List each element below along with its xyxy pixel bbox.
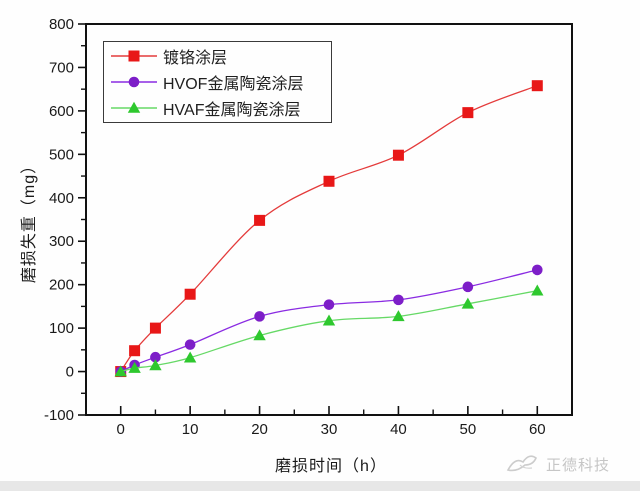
series-2-marker xyxy=(253,329,266,341)
series-2-marker xyxy=(461,297,475,309)
x-tick-label: 60 xyxy=(529,421,546,438)
y-tick-label: 300 xyxy=(49,233,74,250)
plot-frame xyxy=(85,23,573,416)
x-tick-label: 40 xyxy=(390,421,407,438)
y-axis-title: 磨损失重（mg） xyxy=(21,156,38,284)
x-tick-label: 30 xyxy=(321,421,338,438)
legend-item: HVOF金属陶瓷涂层 xyxy=(111,69,331,95)
y-tick-label: 600 xyxy=(49,103,74,120)
x-tick-label: 10 xyxy=(182,421,199,438)
y-tick-label: 0 xyxy=(66,364,74,381)
series-0-marker xyxy=(462,107,474,119)
series-line-2 xyxy=(120,290,538,373)
series-1-marker xyxy=(184,339,196,350)
series-1-marker xyxy=(323,299,335,310)
y-tick-label: 100 xyxy=(49,320,74,337)
series-2-marker xyxy=(114,365,127,377)
legend-item: HVAF金属陶瓷涂层 xyxy=(111,95,331,121)
series-2-marker xyxy=(149,359,162,371)
legend-item: 镀铬涂层 xyxy=(111,43,331,69)
series-0-marker xyxy=(531,80,543,92)
bird-logo-icon xyxy=(506,455,537,472)
series-0-marker xyxy=(129,345,141,357)
legend: 镀铬涂层 HVOF金属陶瓷涂层 HVAF金属陶瓷涂层 xyxy=(103,41,332,123)
x-tick-label: 20 xyxy=(251,421,268,438)
x-tick-label: 50 xyxy=(460,421,477,438)
footer-bar xyxy=(0,481,640,491)
series-2-marker xyxy=(128,361,141,373)
y-tick-label: 400 xyxy=(49,190,74,207)
series-1-marker xyxy=(150,351,161,363)
y-tick-label: -100 xyxy=(44,407,74,424)
legend-square-marker-icon xyxy=(111,50,157,62)
y-tick-label: 800 xyxy=(49,16,74,33)
series-2-marker xyxy=(392,310,405,322)
legend-label: 镀铬涂层 xyxy=(163,50,228,67)
series-1-marker xyxy=(254,311,265,322)
series-1-marker xyxy=(393,294,404,306)
legend-circle-marker-icon xyxy=(111,76,157,88)
series-1-marker xyxy=(531,264,543,276)
y-tick-label: 500 xyxy=(49,146,74,163)
series-0-marker xyxy=(149,322,161,334)
series-2-marker xyxy=(531,284,544,296)
legend-label: HVOF金属陶瓷涂层 xyxy=(163,76,304,93)
series-0-marker xyxy=(392,149,404,161)
watermark: 正德科技 xyxy=(506,451,610,477)
legend-label: HVAF金属陶瓷涂层 xyxy=(163,102,301,119)
x-tick-label: 0 xyxy=(117,421,125,438)
series-0-marker xyxy=(323,175,335,187)
series-0-marker xyxy=(254,214,266,226)
x-axis-title: 磨损时间（h） xyxy=(275,458,387,475)
series-line-0 xyxy=(120,85,538,372)
y-tick-label: 200 xyxy=(49,277,74,294)
series-2-marker xyxy=(322,314,336,326)
series-2-marker xyxy=(183,351,197,363)
series-0-marker xyxy=(184,288,196,300)
legend-triangle-marker-icon xyxy=(111,101,157,113)
watermark-text: 正德科技 xyxy=(546,456,611,474)
y-tick-label: 700 xyxy=(49,59,74,76)
series-1-marker xyxy=(462,281,474,293)
